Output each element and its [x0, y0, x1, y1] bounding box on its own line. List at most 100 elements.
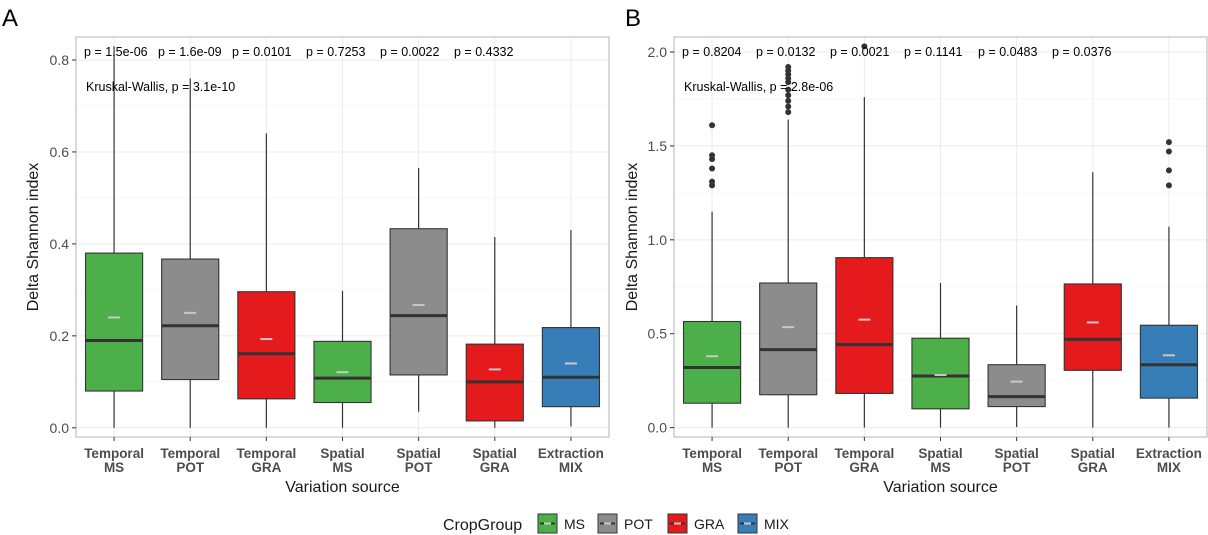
box-body [1063, 283, 1122, 371]
box-temporal-pot [161, 78, 220, 428]
y-tick-label: 0.6 [50, 144, 70, 160]
y-axis-title: Delta Shannon index [25, 163, 42, 312]
legend: CropGroup MS POT GRA MIX [443, 513, 790, 534]
box-temporal-pot [759, 64, 818, 428]
box-body [911, 337, 970, 410]
x-tick-label-line2: GRA [849, 460, 879, 475]
p-value-label: p = 0.0376 [1052, 45, 1111, 59]
p-value-label: p = 0.0483 [978, 45, 1037, 59]
box-body [84, 252, 144, 392]
x-tick-label-line1: Spatial [1071, 446, 1115, 461]
outlier-point [785, 92, 792, 99]
x-tick-label-line1: Spatial [918, 446, 962, 461]
x-tick-label-line2: MS [930, 460, 950, 475]
outlier-point [1165, 148, 1172, 155]
x-tick-label-line1: Extraction [1136, 446, 1202, 461]
y-tick-label: 2.0 [648, 44, 668, 60]
box-body [682, 320, 742, 404]
box-body [389, 228, 448, 376]
y-tick-label: 0.5 [648, 326, 668, 342]
panel-a: Ap = 1.5e-06 p = 1.6e-09 p = 0.0101 p = 0.7… [2, 5, 610, 496]
p-value-label: p = 0.0132 [756, 45, 815, 59]
y-tick-label: 1.0 [648, 232, 668, 248]
outlier-point [709, 122, 716, 129]
p-value-label: p = 0.0022 [380, 45, 439, 59]
x-tick-label-line2: GRA [1078, 460, 1108, 475]
p-value-label: p = 0.0101 [232, 45, 291, 59]
x-tick-label-line2: POT [774, 460, 803, 475]
box-extraction-mix [1139, 139, 1199, 428]
box-body [1139, 324, 1199, 399]
legend-item-pot: POT [597, 513, 653, 534]
box-body [759, 282, 818, 396]
box-body [835, 257, 894, 394]
outlier-point [1165, 182, 1172, 189]
box-temporal-gra [237, 133, 296, 428]
box-body [161, 258, 220, 381]
p-value-label: p = 1.6e-09 [158, 45, 222, 59]
p-value-label: p = 0.0021 [830, 45, 889, 59]
x-tick-label-line1: Temporal [160, 446, 220, 461]
box-temporal-ms [84, 46, 144, 428]
outlier-point [785, 103, 792, 110]
p-value-label: p = 1.5e-06 [84, 45, 148, 59]
x-tick-label-line2: MS [104, 460, 124, 475]
x-tick-label-line2: MIX [1157, 460, 1181, 475]
legend-label: MIX [764, 516, 790, 532]
box-temporal-gra [835, 43, 894, 428]
x-tick-label-line2: GRA [480, 460, 510, 475]
panel-label: A [2, 5, 18, 32]
x-tick-label-line2: MS [332, 460, 352, 475]
outlier-point [785, 86, 792, 93]
box-temporal-ms [682, 122, 742, 428]
box-body [237, 291, 296, 400]
outlier-point [785, 97, 792, 104]
outlier-point [1165, 139, 1172, 146]
box-spatial-pot [389, 168, 448, 412]
x-axis-title: Variation source [883, 479, 998, 496]
box-spatial-gra [1063, 172, 1122, 428]
x-tick-label-line2: MS [702, 460, 722, 475]
box-body [541, 327, 601, 408]
x-tick-label-line1: Extraction [538, 446, 604, 461]
x-tick-label-line1: Temporal [834, 446, 894, 461]
outlier-point [861, 43, 868, 50]
legend-label: GRA [694, 516, 725, 532]
outlier-point [1165, 167, 1172, 174]
p-value-label: p = 0.1141 [904, 45, 963, 59]
legend-item-ms: MS [537, 513, 585, 534]
kruskal-wallis-label: Kruskal-Wallis, p = 2.8e-06 [684, 80, 833, 94]
box-spatial-ms [313, 290, 372, 428]
y-tick-label: 0.2 [50, 328, 70, 344]
outlier-point [709, 165, 716, 172]
x-tick-label-line2: MIX [559, 460, 583, 475]
x-tick-label-line2: POT [176, 460, 205, 475]
box-body [987, 364, 1046, 408]
legend-item-gra: GRA [667, 513, 725, 534]
x-axis-title: Variation source [285, 479, 400, 496]
p-value-label: p = 0.8204 [682, 45, 741, 59]
p-value-label: p = 0.4332 [454, 45, 513, 59]
outlier-point [785, 64, 792, 71]
legend-item-mix: MIX [737, 513, 790, 534]
box-extraction-mix [541, 230, 601, 427]
y-tick-label: 0.0 [50, 420, 70, 436]
y-tick-label: 1.5 [648, 138, 668, 154]
y-tick-label: 0.0 [648, 420, 668, 436]
kruskal-wallis-label: Kruskal-Wallis, p = 3.1e-10 [86, 80, 235, 94]
outlier-point [785, 109, 792, 116]
box-spatial-pot [987, 305, 1046, 428]
x-tick-label-line2: POT [405, 460, 434, 475]
x-tick-label-line2: POT [1003, 460, 1032, 475]
box-spatial-gra [465, 237, 524, 428]
p-value-label: p = 0.7253 [306, 45, 365, 59]
panel-b: Bp = 0.8204 p = 0.0132 p = 0.0021 p = 0.114… [624, 5, 1208, 496]
y-axis-title: Delta Shannon index [624, 163, 641, 312]
x-tick-label-line1: Spatial [995, 446, 1039, 461]
y-tick-label: 0.8 [50, 52, 70, 68]
legend-label: POT [624, 516, 653, 532]
x-tick-label-line2: GRA [251, 460, 281, 475]
panel-label: B [625, 5, 641, 32]
box-spatial-ms [911, 283, 970, 428]
